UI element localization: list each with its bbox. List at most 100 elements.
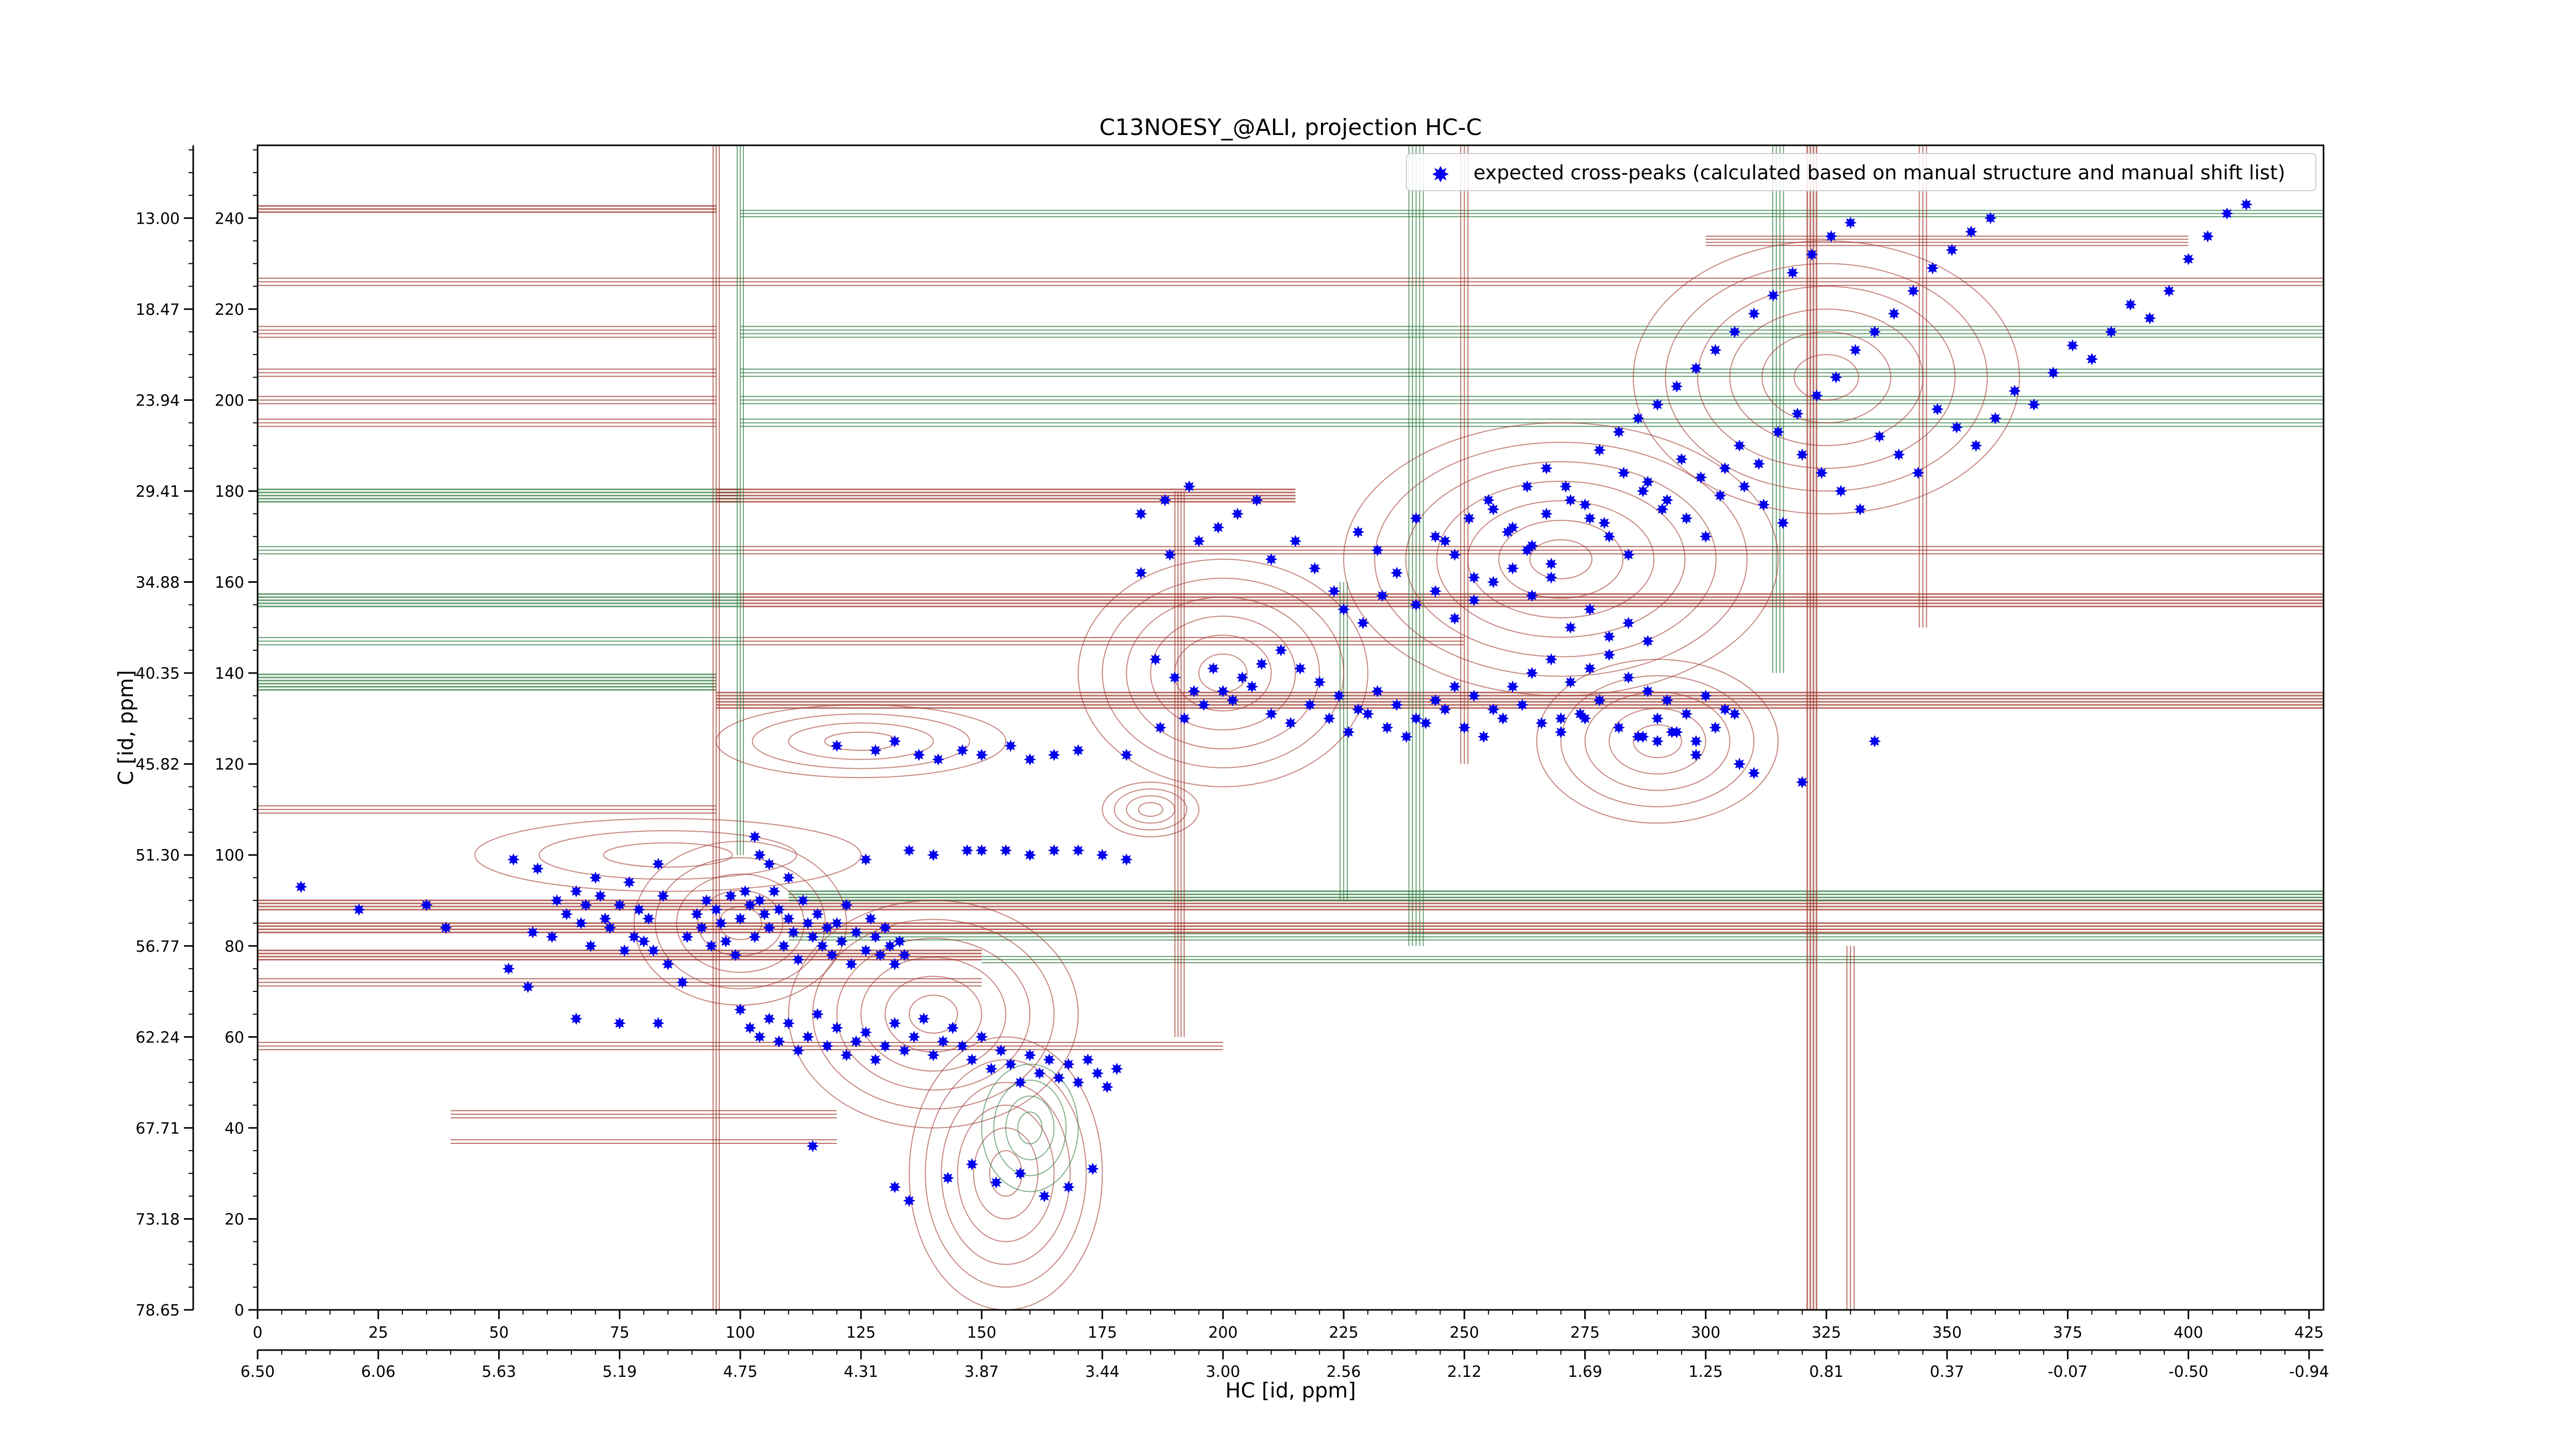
cross-peak-marker	[1564, 621, 1577, 634]
cross-peak-marker	[1868, 735, 1881, 748]
y-ppm-tick-label: 13.00	[135, 210, 180, 228]
cross-peak-marker	[888, 735, 901, 748]
cross-peak-marker	[1849, 344, 1862, 357]
cross-peak-marker	[787, 926, 800, 939]
y-index-tick-label: 220	[215, 301, 244, 319]
cross-peak-marker	[1438, 703, 1451, 716]
legend-label: expected cross-peaks (calculated based o…	[1473, 161, 2285, 184]
contour-ring	[981, 1064, 1079, 1192]
cross-peak-marker	[1391, 698, 1403, 711]
cross-peak-marker	[1613, 426, 1625, 439]
cross-peak-marker	[1651, 735, 1664, 748]
cross-peak-marker	[1328, 585, 1341, 598]
cross-peak-marker	[1294, 662, 1307, 675]
x-ppm-axis: 6.50 6.06 5.63 5.19 4.75 4.31 3.87 3.44 3.00 2.56…	[241, 1349, 2329, 1381]
cross-peak-marker	[1526, 667, 1538, 680]
cross-peak-marker	[1786, 266, 1799, 279]
cross-peak-marker	[1207, 662, 1220, 675]
cross-peak-marker	[1796, 448, 1809, 461]
cross-peak-marker	[2027, 398, 2040, 411]
cross-peak-marker	[965, 1053, 978, 1066]
cross-peak-marker	[1246, 680, 1258, 693]
cross-peak-marker	[1748, 307, 1760, 320]
cross-peak-marker	[1579, 498, 1591, 511]
cross-peak-marker	[1535, 717, 1548, 730]
cross-peak-marker	[811, 908, 824, 920]
contour-ring	[1584, 692, 1731, 791]
cross-peak-marker	[1154, 721, 1166, 734]
cross-peak-marker	[1728, 707, 1741, 720]
y-index-tick-label: 120	[215, 756, 244, 774]
cross-peak-marker	[560, 908, 573, 920]
x-ppm-tick-label: 4.31	[844, 1363, 878, 1381]
cross-peak-marker	[874, 949, 887, 962]
cross-peak-marker	[734, 912, 747, 925]
cross-peak-marker	[1564, 494, 1577, 507]
cross-peak-marker	[1733, 439, 1746, 452]
cross-peak-marker	[869, 931, 882, 943]
y-index-tick-label: 100	[215, 847, 244, 865]
cross-peak-marker	[1690, 362, 1702, 375]
cross-peak-marker	[1497, 712, 1510, 725]
cross-peak-marker	[1660, 494, 1673, 507]
contour-ring	[474, 818, 862, 892]
cross-peak-marker	[724, 889, 737, 902]
contour-ring	[908, 1036, 1103, 1310]
cross-peak-marker	[831, 1021, 843, 1034]
cross-peak-marker	[1410, 598, 1422, 611]
cross-peak-marker	[1641, 685, 1654, 698]
x-index-tick-label: 75	[610, 1324, 630, 1342]
cross-peak-marker	[1458, 721, 1471, 734]
cross-peak-marker	[696, 921, 708, 934]
cross-peak-marker	[859, 853, 872, 866]
cross-peak-marker	[628, 931, 640, 943]
cross-peak-marker	[710, 903, 723, 916]
cross-peak-marker	[1632, 412, 1645, 425]
x-ppm-tick-label: 2.56	[1327, 1363, 1361, 1381]
x-index-tick-label: 300	[1691, 1324, 1720, 1342]
cross-peak-marker	[1521, 544, 1534, 557]
cross-peak-marker	[1825, 230, 1838, 243]
cross-peak-marker	[908, 1031, 921, 1043]
y-index-tick-label: 180	[215, 483, 244, 501]
y-ppm-tick-label: 34.88	[135, 574, 180, 592]
cross-peak-marker	[1487, 576, 1500, 588]
cross-peak-marker	[1854, 503, 1867, 516]
x-ppm-tick-label: 5.19	[602, 1363, 637, 1381]
cross-peak-marker	[1487, 703, 1500, 716]
cross-peak-marker	[1666, 726, 1679, 738]
cross-peak-marker	[1554, 712, 1567, 725]
cross-peak-marker	[1873, 430, 1886, 443]
cross-peak-marker	[1641, 476, 1654, 488]
cross-peak-marker	[589, 871, 602, 884]
cross-peak-marker	[1197, 698, 1210, 711]
cross-peak-marker	[502, 962, 515, 975]
cross-peak-marker	[1188, 685, 1200, 698]
cross-peak-marker	[1868, 326, 1881, 338]
y-index-tick-label: 240	[215, 210, 244, 228]
cross-peak-marker	[662, 958, 674, 971]
cross-peak-marker	[599, 912, 612, 925]
cross-peak-marker	[715, 917, 727, 930]
cross-peak-marker	[782, 1017, 795, 1030]
contour-ring	[1529, 539, 1592, 580]
cross-peak-marker	[1545, 558, 1557, 570]
x-ppm-tick-label: 0.37	[1930, 1363, 1964, 1381]
cross-peak-marker	[1410, 512, 1422, 525]
contour-ring	[1101, 781, 1199, 837]
contour-ring	[1343, 422, 1779, 697]
cross-peak-marker	[1024, 849, 1037, 862]
cross-peak-marker	[1583, 512, 1596, 525]
cross-peak-marker	[2047, 366, 2060, 379]
cross-peak-marker	[729, 949, 742, 962]
x-ppm-tick-label: -0.94	[2289, 1363, 2329, 1381]
cross-peak-marker	[768, 885, 781, 898]
y-ppm-tick-label: 18.47	[135, 301, 180, 319]
cross-peak-marker	[570, 885, 583, 898]
cross-peak-marker	[1231, 508, 1244, 520]
cross-peak-marker	[2201, 230, 2214, 243]
cross-peak-marker	[975, 749, 988, 761]
x-index-tick-label: 100	[725, 1324, 755, 1342]
cross-peak-marker	[1352, 703, 1365, 716]
cross-peak-marker	[1641, 635, 1654, 648]
